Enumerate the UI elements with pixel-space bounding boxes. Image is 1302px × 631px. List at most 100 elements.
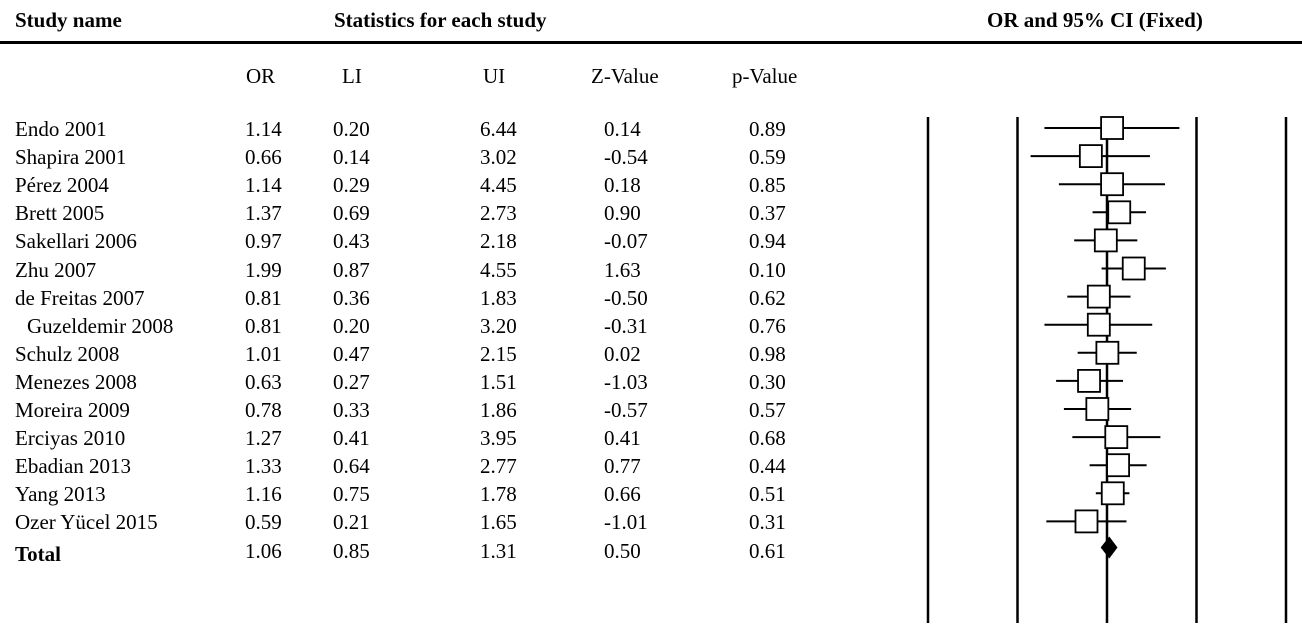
p-value-cell: 0.68 [749,426,786,451]
ui-cell: 2.77 [480,454,517,479]
col-header-z-value: Z-Value [591,64,659,88]
ui-cell: 2.15 [480,341,517,366]
li-cell: 0.64 [333,454,370,479]
or-cell: 1.33 [245,454,282,479]
li-cell: 0.21 [333,510,370,535]
study-name-cell: Ebadian 2013 [15,454,132,479]
or-cell: 1.16 [245,482,282,507]
z-value-cell: 0.90 [604,201,641,226]
or-cell: 1.06 [245,538,282,563]
z-value-cell: 0.41 [604,426,641,451]
or-square [1086,284,1111,309]
or-cell: 0.97 [245,229,282,254]
header-study-name: Study name [15,8,122,32]
p-value-cell: 0.89 [749,117,786,141]
study-name-cell: Guzeldemir 2008 [27,313,174,338]
p-value-cell: 0.94 [749,229,786,254]
p-value-cell: 0.10 [749,257,786,282]
or-square [1077,368,1101,393]
li-cell: 0.43 [333,229,370,254]
study-name-cell: Erciyas 2010 [15,426,126,451]
li-cell: 0.27 [333,369,370,394]
or-cell: 0.81 [245,285,282,310]
p-value-cell: 0.44 [749,454,786,479]
or-cell: 0.78 [245,398,282,422]
z-value-cell: -0.50 [604,285,648,310]
ui-cell: 3.20 [480,313,517,338]
or-cell: 1.99 [245,257,282,282]
li-cell: 0.41 [333,426,370,451]
ui-cell: 2.73 [480,201,517,226]
z-value-cell: 1.63 [604,257,641,282]
p-value-cell: 0.98 [749,341,786,366]
ui-cell: 6.44 [480,117,517,141]
or-square [1104,425,1129,450]
header-divider [0,41,1302,44]
z-value-cell: 0.18 [604,173,641,198]
col-header-li: LI [342,64,362,88]
or-square [1100,172,1124,197]
study-name-cell: Endo 2001 [15,117,107,141]
study-name-cell: Menezes 2008 [15,369,137,394]
or-square [1093,228,1118,253]
p-value-cell: 0.31 [749,510,786,535]
p-value-cell: 0.85 [749,173,786,198]
or-square [1095,340,1120,365]
p-value-cell: 0.59 [749,145,786,170]
header-statistics-title: Statistics for each study [334,8,547,32]
z-value-cell: -0.54 [604,145,648,170]
li-cell: 0.20 [333,313,370,338]
or-cell: 1.37 [245,201,282,226]
or-cell: 0.81 [245,313,282,338]
li-cell: 0.87 [333,257,370,282]
study-name-cell: Schulz 2008 [15,341,120,366]
z-value-cell: -0.57 [604,398,648,422]
or-square [1100,116,1124,140]
p-value-cell: 0.51 [749,482,786,507]
z-value-cell: -0.31 [604,313,648,338]
or-cell: 1.14 [245,117,282,141]
total-label: Total [15,541,61,566]
ui-cell: 1.78 [480,482,517,507]
li-cell: 0.69 [333,201,370,226]
li-cell: 0.47 [333,341,370,366]
col-header-or: OR [246,64,276,88]
or-cell: 1.01 [245,341,282,366]
li-cell: 0.20 [333,117,370,141]
ui-cell: 1.51 [480,369,517,394]
or-cell: 0.59 [245,510,282,535]
z-value-cell: -1.01 [604,510,648,535]
li-cell: 0.29 [333,173,370,198]
li-cell: 0.14 [333,145,370,170]
study-name-cell: de Freitas 2007 [15,285,145,310]
p-value-cell: 0.61 [749,538,786,563]
or-square [1085,397,1110,421]
or-square [1100,481,1125,506]
p-value-cell: 0.30 [749,369,786,394]
z-value-cell: 0.50 [604,538,641,563]
study-name-cell: Sakellari 2006 [15,229,137,254]
study-name-cell: Shapira 2001 [15,145,127,170]
ui-cell: 1.31 [480,538,517,563]
ui-cell: 1.65 [480,510,517,535]
z-value-cell: -1.03 [604,369,648,394]
or-square [1121,256,1146,281]
ui-cell: 1.83 [480,285,517,310]
or-cell: 1.27 [245,426,282,451]
or-square [1106,453,1130,478]
or-cell: 1.14 [245,173,282,198]
li-cell: 0.33 [333,398,370,422]
study-name-cell: Moreira 2009 [15,398,130,422]
header-plot-title: OR and 95% CI (Fixed) [987,8,1203,32]
ui-cell: 3.95 [480,426,517,451]
study-name-cell: Yang 2013 [15,482,106,507]
or-square [1078,144,1103,169]
p-value-cell: 0.37 [749,201,786,226]
pooled-diamond [1100,536,1118,559]
li-cell: 0.36 [333,285,370,310]
z-value-cell: 0.66 [604,482,641,507]
li-cell: 0.85 [333,538,370,563]
z-value-cell: 0.77 [604,454,641,479]
p-value-cell: 0.76 [749,313,786,338]
